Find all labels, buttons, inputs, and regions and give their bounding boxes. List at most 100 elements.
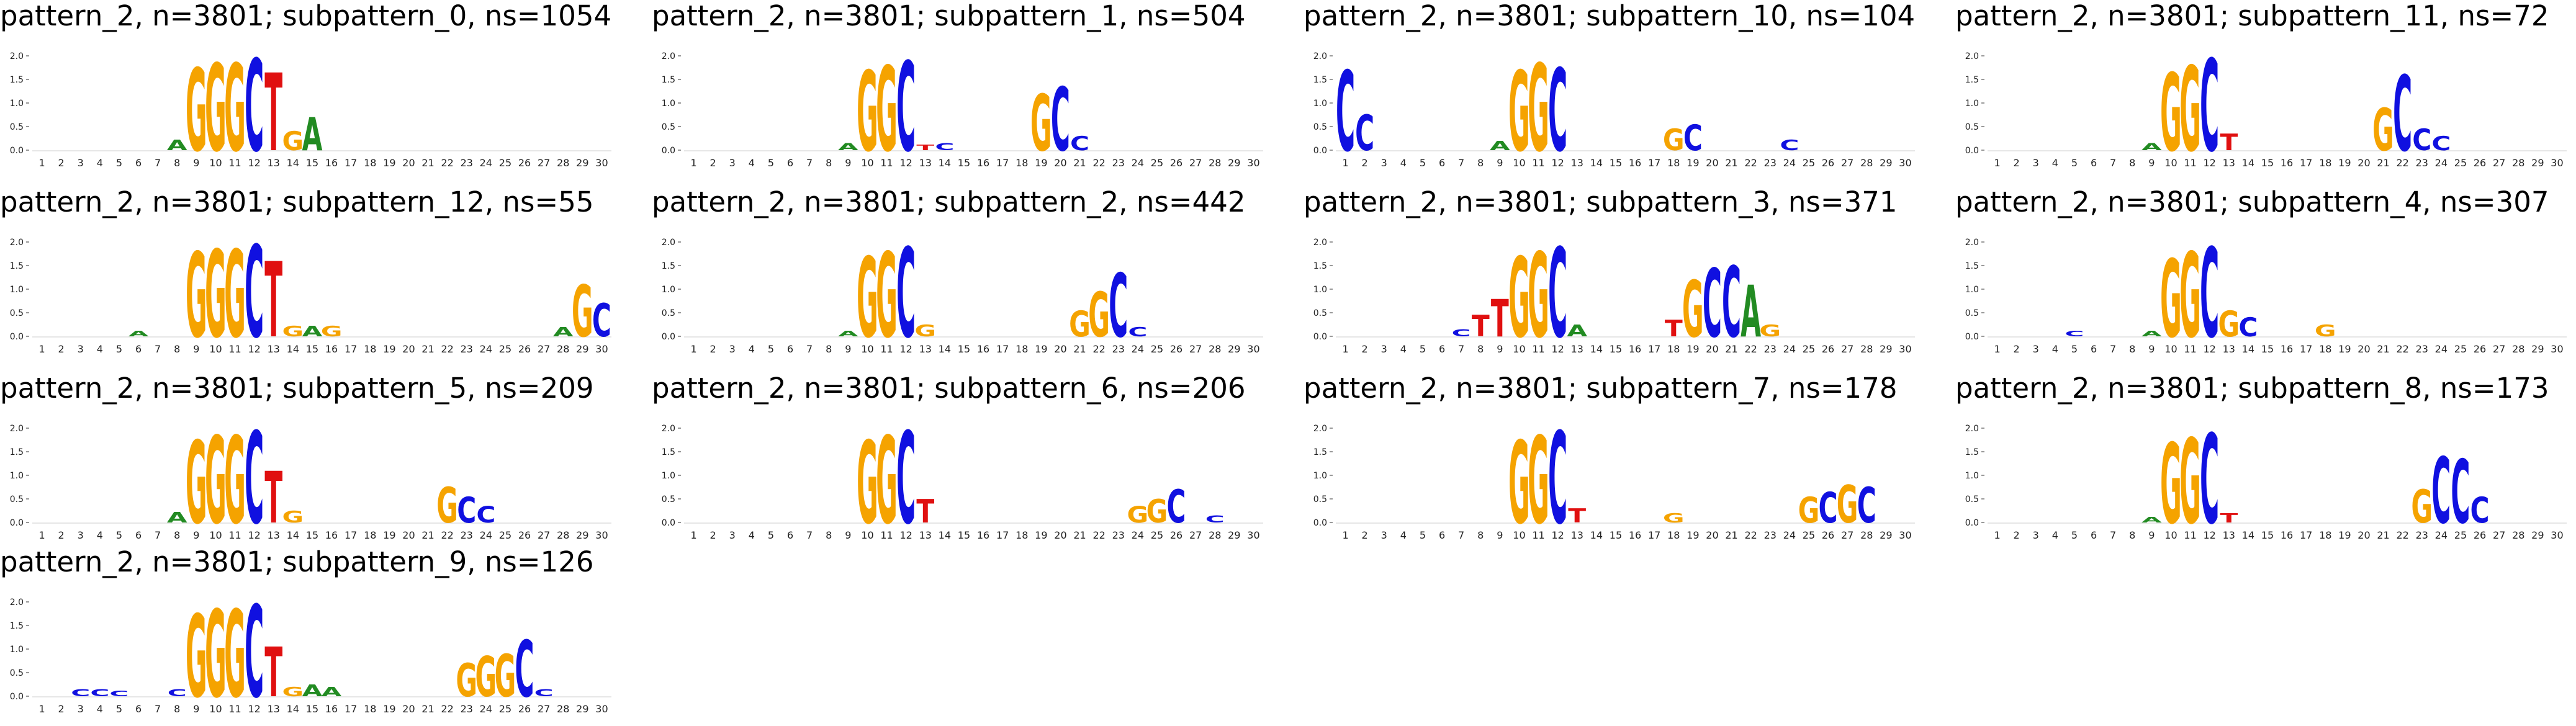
x-tick-label: 12 [899,157,912,169]
logo-letter-G: G [224,40,246,179]
x-tick-label: 26 [518,343,531,355]
x-tick-label: 21 [421,157,434,169]
logo-letter-G: G [2315,321,2336,340]
x-tick-label: 20 [402,343,415,355]
logo-letter-T: T [1472,310,1490,344]
x-tick-label: 13 [2223,343,2235,355]
x-tick-label: 12 [2203,157,2215,169]
x-tick-label: 7 [155,343,161,355]
x-tick-label: 8 [826,157,832,169]
y-tick-label: 1.0 [1313,285,1327,295]
x-tick-label: 19 [1687,157,1699,169]
logo-letter-C: C [1452,327,1471,339]
y-tick-label: 1.5 [1965,447,1979,457]
y-tick-label: 2.0 [10,424,24,434]
logo-letter-G: G [2179,230,2201,365]
logo-letter-G: G [2160,238,2182,362]
panel-title: pattern_2, n=3801; subpattern_7, ns=178 [1304,372,1898,405]
x-tick-label: 22 [441,529,453,541]
logo-letter-T: T [2220,511,2238,526]
logo-panel: pattern_2, n=3801; subpattern_10, ns=104… [1304,0,1924,180]
x-tick-label: 28 [1209,157,1221,169]
x-tick-label: 18 [1016,529,1028,541]
panel-title: pattern_2, n=3801; subpattern_1, ns=504 [652,0,1246,32]
y-tick-label: 0.5 [1965,308,1979,318]
x-tick-label: 21 [2377,157,2389,169]
x-tick-label: 5 [768,343,774,355]
x-tick-label: 30 [2551,343,2563,355]
x-tick-label: 23 [2416,529,2428,541]
x-tick-label: 30 [595,157,608,169]
x-tick-label: 16 [977,157,989,169]
logo-letter-C: C [1070,132,1089,155]
x-tick-label: 27 [2493,157,2505,169]
x-tick-label: 25 [499,529,511,541]
x-tick-label: 11 [228,529,241,541]
x-tick-label: 22 [1092,157,1105,169]
x-tick-label: 7 [806,529,813,541]
x-tick-label: 15 [306,157,318,169]
x-tick-label: 19 [383,529,395,541]
x-tick-label: 7 [155,157,161,169]
logo-panel: pattern_2, n=3801; subpattern_5, ns=209 … [0,372,621,552]
logo-letter-G: G [282,323,304,340]
logo-letter-C: C [245,406,264,553]
logo-letter-G: G [436,478,458,534]
logo-panel: pattern_2, n=3801; subpattern_1, ns=504 … [652,0,1272,180]
logo-letter-C: C [71,687,90,699]
logo-letter-C: C [2200,222,2219,365]
x-tick-label: 15 [958,529,970,541]
x-tick-label: 28 [557,157,569,169]
x-tick-label: 16 [1629,343,1641,355]
logo-panel: pattern_2, n=3801; subpattern_9, ns=126 … [0,546,621,726]
x-tick-label: 7 [155,703,161,715]
y-tick-label: 1.5 [1313,261,1327,271]
logo-plot: 0.00.51.01.52.01 2 3 4 5 6 7 8 9 10 11 12 13 14 15 16 17… [10,34,611,180]
logo-letter-C: C [515,624,534,714]
x-tick-label: 30 [1899,529,1911,541]
x-tick-label: 3 [729,529,736,541]
x-tick-label: 6 [1439,343,1445,355]
x-tick-label: 25 [1803,343,1815,355]
x-tick-label: 10 [1513,343,1525,355]
x-tick-label: 5 [768,157,774,169]
x-tick-label: 16 [325,157,338,169]
x-tick-label: 4 [749,529,755,541]
x-tick-label: 1 [1342,157,1348,169]
panel-title: pattern_2, n=3801; subpattern_2, ns=442 [652,186,1246,218]
x-tick-label: 30 [1899,157,1911,169]
panel-title: pattern_2, n=3801; subpattern_11, ns=72 [1955,0,2549,32]
x-tick-label: 25 [1151,157,1163,169]
x-tick-label: 13 [2223,529,2235,541]
x-tick-label: 16 [325,529,338,541]
x-tick-label: 14 [2242,157,2254,169]
x-tick-label: 26 [2474,343,2486,355]
x-tick-label: 3 [2033,343,2039,355]
x-tick-label: 16 [977,529,989,541]
x-tick-label: 11 [880,529,893,541]
logo-letter-C: C [2393,54,2412,175]
x-tick-label: 10 [2164,343,2177,355]
x-tick-label: 2 [710,157,716,169]
logo-panel: pattern_2, n=3801; subpattern_12, ns=55 … [0,186,621,366]
x-tick-label: 23 [1764,529,1777,541]
x-tick-label: 21 [1725,529,1737,541]
logo-letter-C: C [2451,442,2470,543]
logo-letter-C: C [1355,105,1374,162]
x-tick-label: 2 [58,343,65,355]
x-tick-label: 14 [1590,343,1603,355]
x-tick-label: 24 [1783,529,1796,541]
x-tick-label: 29 [576,529,588,541]
x-tick-label: 6 [135,529,142,541]
logo-letter-A: A [167,137,188,154]
x-tick-label: 3 [78,529,84,541]
logo-letter-A: A [2141,141,2162,153]
x-tick-label: 21 [2377,343,2389,355]
panel-title: pattern_2, n=3801; subpattern_12, ns=55 [0,186,594,218]
x-tick-label: 19 [2338,529,2351,541]
y-tick-label: 2.0 [1313,424,1327,434]
x-tick-label: 12 [248,529,260,541]
x-tick-label: 3 [78,703,84,715]
x-tick-label: 13 [268,529,280,541]
y-tick-label: 1.0 [662,471,675,481]
